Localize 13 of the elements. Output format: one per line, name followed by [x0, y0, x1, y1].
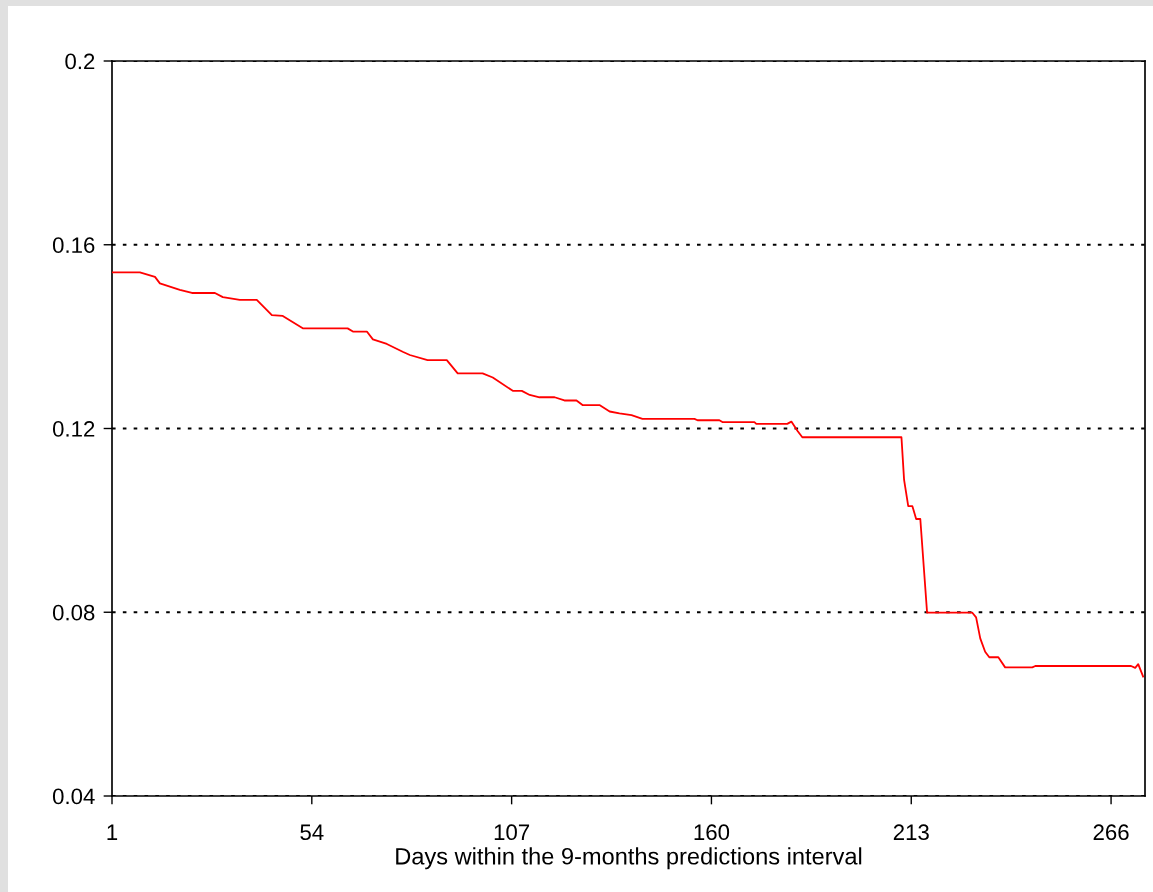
y-tick-label: 0.16 — [52, 237, 95, 254]
y-tick-label: 0.12 — [52, 421, 95, 437]
x-tick-label: 54 — [300, 824, 324, 841]
y-tick-label: 0.04 — [52, 788, 95, 805]
x-tick-label: 213 — [893, 824, 929, 841]
x-axis-title: Days within the 9-months predictions interval — [396, 847, 862, 870]
x-tick-label: 1 — [107, 824, 118, 840]
x-tick-label: 107 — [494, 824, 530, 841]
x-tick-label: 160 — [694, 824, 730, 841]
y-tick-label: 0.08 — [52, 604, 95, 621]
line-series — [112, 271, 1145, 678]
y-tick-label: 0.2 — [65, 53, 95, 70]
x-tick-label: 266 — [1093, 824, 1129, 841]
